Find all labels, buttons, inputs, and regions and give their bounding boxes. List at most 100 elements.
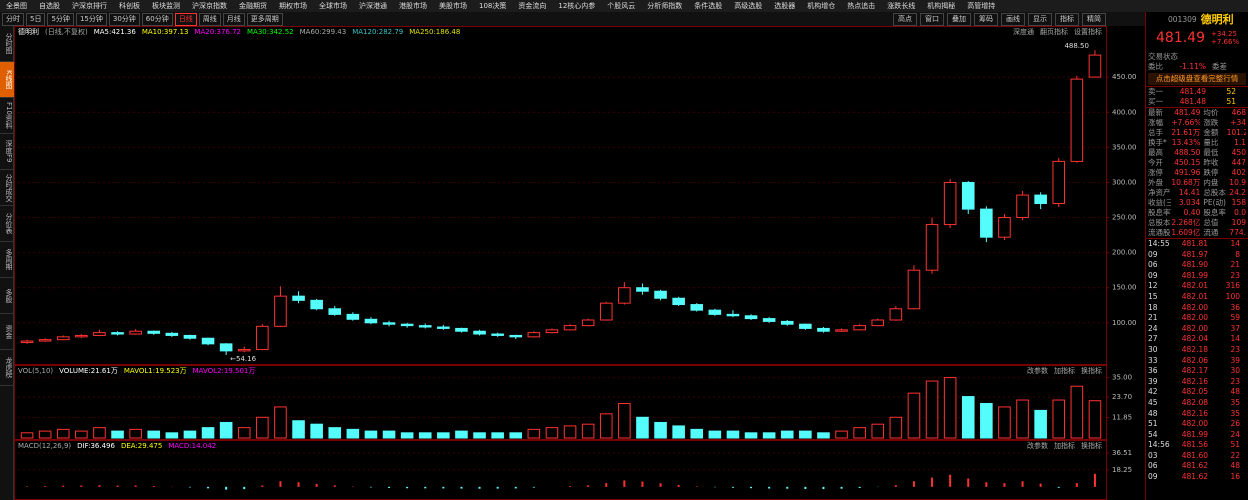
super-link[interactable]: 点击超级盘查看完整行情 (1148, 73, 1246, 85)
tool-button[interactable]: 筹码 (974, 12, 998, 26)
volume-bar (418, 432, 432, 439)
tick-time: 09 (1148, 472, 1158, 482)
tool-button[interactable]: 窗口 (920, 12, 944, 26)
tick-time: 03 (1148, 450, 1158, 460)
sidebar-tab[interactable]: F10资料 (0, 98, 14, 134)
menu-item[interactable]: 高级选股 (734, 2, 763, 10)
stat-value: 2.268亿 (1171, 218, 1201, 227)
menu-item[interactable]: 涨跌长线 (887, 2, 916, 10)
period-button[interactable]: 月线 (222, 12, 245, 26)
menu-bar: 全景图 自选股 沪深京排行 科创板 板块监测 沪深京指数 金融期货 期权市场 全球市场 沪深港通 港… (0, 0, 1248, 12)
y-tick-label: 300.00 (1112, 178, 1137, 186)
tick-row: 42 482.05 48 (1146, 387, 1248, 398)
menu-item[interactable]: 科创板 (119, 2, 140, 10)
panel-button[interactable]: 改参数 (1027, 366, 1048, 375)
diff-label: 委差 (1212, 62, 1227, 71)
menu-item[interactable]: 108决策 (479, 2, 507, 10)
menu-item[interactable]: 期权市场 (279, 2, 307, 10)
tool-button[interactable]: 高点 (893, 12, 917, 26)
sidebar-tab[interactable]: 分价表 (0, 206, 14, 242)
menu-item[interactable]: 沪深京指数 (192, 2, 227, 10)
stat-label: 涨跌 (1203, 118, 1219, 127)
panel-button[interactable]: 深度通 (1013, 27, 1034, 36)
menu-item[interactable]: 全景图 (6, 2, 27, 10)
menu-item[interactable]: 分析师指数 (647, 2, 683, 10)
sidebar-tab[interactable]: 分时成交 (0, 170, 14, 206)
stat-label: 最低 (1203, 148, 1219, 157)
period-button[interactable]: 更多周期 (246, 12, 283, 26)
tick-time: 24 (1148, 323, 1158, 333)
sidebar-tab[interactable]: 深度F9 (0, 134, 14, 170)
link-text[interactable]: 点击超级盘查看完整行情 (1155, 74, 1239, 83)
tick-time: 36 (1148, 366, 1158, 376)
period-button[interactable]: 5日 (26, 12, 46, 26)
sidebar-tab[interactable]: 多股 (0, 278, 14, 314)
tick-row: 06 481.62 48 (1146, 461, 1248, 472)
sidebar-tab[interactable]: 多周期 (0, 242, 14, 278)
menu-item[interactable]: 机构增仓 (807, 2, 836, 10)
menu-item[interactable]: 12核心内参 (558, 2, 596, 10)
change: +34.25 (1211, 30, 1237, 38)
menu-item[interactable]: 沪深港通 (359, 2, 387, 10)
stat-label: 总股本 (1203, 188, 1226, 197)
tick-price: 482.06 (1181, 355, 1208, 365)
menu-item[interactable]: 港股市场 (399, 2, 427, 10)
menu-item[interactable]: 沪深京排行 (72, 2, 107, 10)
menu-item[interactable]: 板块监测 (152, 2, 180, 10)
menu-item[interactable]: 个股风云 (607, 2, 636, 10)
stat-value: 402 (1231, 168, 1246, 177)
menu-item[interactable]: 全球市场 (319, 2, 347, 10)
tick-row: 51 482.00 26 (1146, 419, 1248, 430)
sidebar-tab[interactable]: 龙虎榜 (0, 350, 14, 386)
volume-bar (1070, 385, 1084, 439)
period-button[interactable]: 周线 (198, 12, 221, 26)
stat-label: PE(动) (1203, 198, 1226, 207)
sidebar-tab[interactable]: 分时图 (0, 26, 14, 62)
period-button[interactable]: 日线 (174, 12, 197, 26)
tool-button[interactable]: 精简 (1082, 12, 1106, 26)
menu-item[interactable]: 热点追击 (847, 2, 876, 10)
candle-body (346, 313, 360, 320)
period-button[interactable]: 5分钟 (47, 12, 74, 26)
menu-item[interactable]: 高管增持 (967, 2, 996, 10)
period-button[interactable]: 15分钟 (75, 12, 107, 26)
tick-time: 21 (1148, 313, 1158, 323)
menu-item[interactable]: 资金流向 (518, 2, 547, 10)
panel-button[interactable]: 翻页指标 (1040, 27, 1068, 36)
tick-volume: 21 (1230, 260, 1240, 270)
candle-body (654, 290, 667, 299)
panel-button[interactable]: 加指标 (1054, 366, 1075, 375)
stock-code: 001309 (1168, 15, 1197, 24)
stat-label: 金额 (1203, 128, 1219, 137)
stat-label: 股息率TTM (1148, 208, 1171, 217)
menu-item[interactable]: 机构揭秘 (927, 2, 956, 10)
sidebar-tab[interactable]: K线图 (0, 62, 14, 98)
tick-price: 482.04 (1181, 334, 1208, 344)
period-button[interactable]: 分时 (2, 12, 24, 26)
y-tick-label: 35.00 (1112, 374, 1132, 382)
legend-item: MA20:376.72 (194, 28, 241, 36)
tool-button[interactable]: 显示 (1028, 12, 1052, 26)
panel-button[interactable]: 改参数 (1027, 441, 1048, 450)
menu-item[interactable]: 选股器 (774, 2, 796, 10)
menu-item[interactable]: 金融期货 (239, 2, 267, 10)
tool-button[interactable]: 叠加 (947, 12, 971, 26)
period-button[interactable]: 30分钟 (108, 12, 140, 26)
sidebar-tab[interactable]: 资金 (0, 314, 14, 350)
volume-bar (1034, 409, 1047, 439)
menu-item[interactable]: 自选股 (39, 2, 60, 10)
tick-volume: 316 (1225, 281, 1240, 291)
tool-button[interactable]: 指标 (1055, 12, 1079, 26)
tool-button[interactable]: 画线 (1001, 12, 1025, 26)
stat-value: 491.96 (1174, 168, 1201, 177)
panel-button[interactable]: 换指标 (1081, 366, 1102, 375)
volume-bar (871, 423, 885, 439)
tick-volume: 14 (1230, 239, 1240, 248)
candle-body (310, 299, 323, 310)
period-button[interactable]: 60分钟 (141, 12, 173, 26)
menu-item[interactable]: 条件选股 (694, 2, 723, 10)
panel-button[interactable]: 换指标 (1081, 441, 1102, 450)
panel-button[interactable]: 设置指标 (1074, 27, 1102, 36)
panel-button[interactable]: 加指标 (1054, 441, 1075, 450)
menu-item[interactable]: 美股市场 (439, 2, 467, 10)
